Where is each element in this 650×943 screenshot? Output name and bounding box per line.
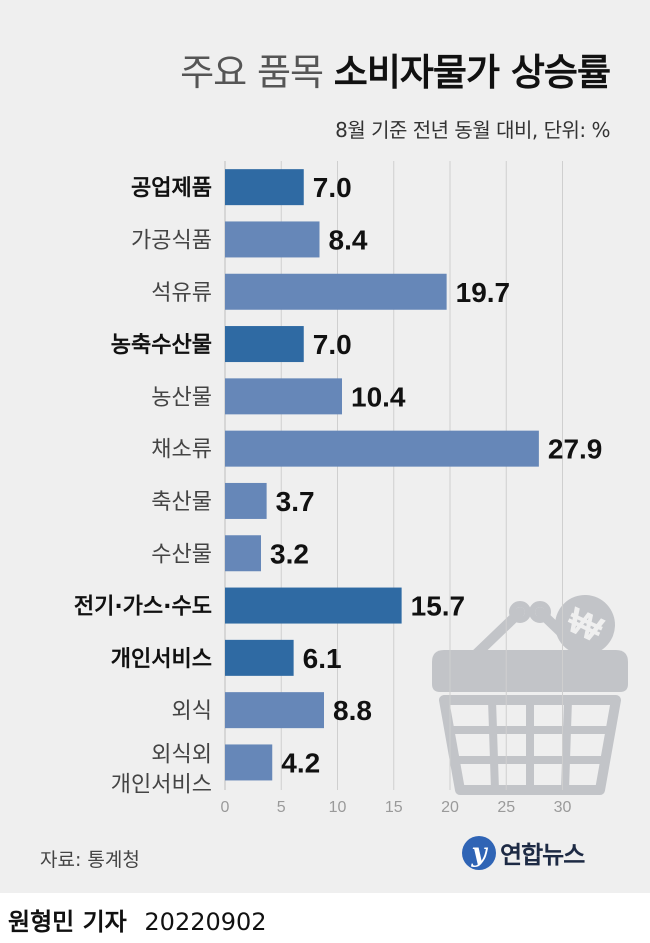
value-label: 6.1 [303, 643, 342, 674]
category-label: 석유류 [151, 281, 212, 306]
source-note: 자료: 통계청 [40, 849, 140, 871]
bar [225, 639, 294, 676]
byline: 원형민 기자 20220902 [8, 902, 267, 937]
x-tick-label: 30 [554, 799, 572, 816]
value-label: 10.4 [351, 381, 406, 412]
bar [225, 535, 261, 572]
shopping-basket-icon: ₩ [432, 595, 628, 795]
category-label: 가공식품 [131, 228, 212, 253]
title-bold: 소비자물가 상승률 [333, 51, 611, 94]
value-label: 8.8 [333, 695, 372, 726]
category-label: 축산물 [151, 490, 212, 515]
value-label: 4.2 [281, 747, 320, 778]
category-label: 개인서비스 [111, 772, 212, 797]
x-tick-label: 25 [497, 799, 515, 816]
bar [225, 273, 447, 310]
category-label: 채소류 [151, 438, 212, 463]
x-tick-label: 20 [441, 799, 459, 816]
author: 원형민 기자 [8, 908, 127, 936]
value-label: 8.4 [329, 224, 368, 255]
x-tick-label: 15 [385, 799, 403, 816]
category-label: 외식 [172, 699, 212, 724]
category-label: 농산물 [151, 385, 212, 410]
bar [225, 744, 273, 781]
category-label: 전기·가스·수도 [74, 595, 212, 620]
value-label: 15.7 [411, 591, 466, 622]
value-label: 27.9 [548, 434, 603, 465]
x-tick-label: 10 [329, 799, 347, 816]
value-label: 19.7 [456, 277, 511, 308]
bar [225, 378, 342, 415]
value-label: 7.0 [313, 329, 352, 360]
x-tick-label: 5 [277, 799, 286, 816]
logo-text: 연합뉴스 [500, 841, 585, 869]
category-label: 공업제품 [131, 176, 212, 201]
bar-chart: ₩ 7.0 8.4 19.7 7.0 10.4 27.9 3.7 3.2 15.7 6.1 8.8 4… [74, 161, 628, 816]
bar [225, 587, 402, 624]
title-light: 주요 품목 [180, 51, 324, 94]
logo-mark: y [462, 835, 496, 870]
value-label: 7.0 [313, 172, 352, 203]
value-label: 3.2 [270, 538, 309, 569]
bar [225, 169, 304, 206]
category-label: 농축수산물 [111, 333, 212, 358]
bar [225, 482, 267, 519]
bar [225, 430, 539, 467]
bar [225, 221, 320, 258]
publish-date: 20220902 [144, 908, 267, 936]
x-tick-label: 0 [221, 799, 230, 816]
category-label: 개인서비스 [111, 647, 212, 672]
yonhap-logo: y 연합뉴스 [462, 835, 585, 870]
bar [225, 692, 324, 729]
chart-subtitle: 8월 기준 전년 동월 대비, 단위: % [335, 118, 610, 142]
bar [225, 326, 304, 363]
category-label: 수산물 [151, 542, 212, 567]
category-label: 외식외 [151, 742, 212, 767]
page-title: 주요 품목 소비자물가 상승률 [180, 42, 611, 96]
value-label: 3.7 [276, 486, 315, 517]
